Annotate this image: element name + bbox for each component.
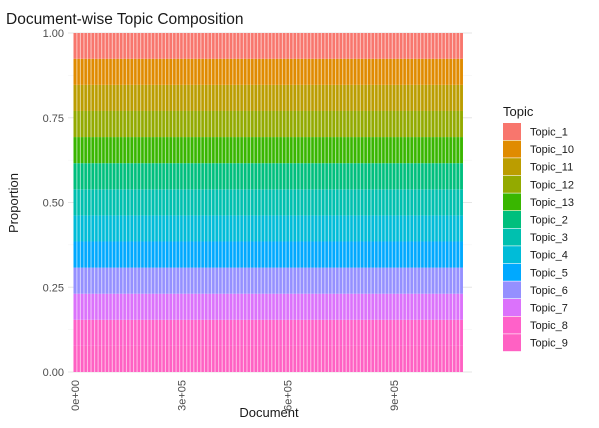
legend-label: Topic_11 [530,162,573,174]
legend-label: Topic_7 [530,303,568,315]
legend-key-topic-6 [503,281,521,299]
legend-key-topic-8 [503,316,521,334]
legend-label: Topic_12 [530,179,574,191]
x-tick-label: 3e+05 [176,380,188,411]
chart-title: Document-wise Topic Composition [6,11,243,28]
x-tick-label: 6e+05 [283,380,295,411]
legend-title: Topic [503,104,534,119]
x-tick-label: 9e+05 [389,380,401,411]
legend-key-topic-12 [503,175,521,193]
legend-label: Topic_4 [530,250,568,262]
y-tick-label: 1.00 [43,28,64,40]
legend-key-topic-3 [503,228,521,246]
legend-key-topic-2 [503,211,521,228]
x-axis-ticks: 0e+00 3e+05 6e+05 9e+05 [70,380,401,411]
legend-label: Topic_9 [530,338,568,350]
y-axis-title: Proportion [6,173,21,233]
y-tick-label: 0.75 [43,113,64,125]
legend-key-topic-5 [503,263,521,281]
y-tick-label: 0.50 [43,198,64,210]
legend-key-topic-11 [503,158,521,176]
legend-key-topic-13 [503,193,521,211]
y-axis-ticks: 0.00 0.25 0.50 0.75 1.00 [43,28,64,379]
legend-key-topic-9 [503,334,521,352]
legend-label: Topic_2 [530,215,568,227]
legend-label: Topic_6 [530,285,568,297]
legend-label: Topic_1 [530,127,568,139]
y-tick-label: 0.00 [43,367,64,379]
legend-key-topic-7 [503,299,521,316]
legend-label: Topic_10 [530,144,574,156]
document-separators [76,33,461,372]
legend-label: Topic_8 [530,320,568,332]
x-tick-label: 0e+00 [70,380,82,411]
legend-label: Topic_5 [530,267,568,279]
legend-key-topic-10 [503,140,521,158]
y-tick-label: 0.25 [43,282,64,294]
legend-key-topic-4 [503,246,521,264]
legend-label: Topic_13 [530,197,574,209]
legend-label: Topic_3 [530,232,568,244]
legend-key-topic-1 [503,123,521,140]
legend: Topic Topic_1 Topic_10 Topic_11 Topic_12 Top… [503,104,574,352]
x-axis-title: Document [239,405,299,420]
